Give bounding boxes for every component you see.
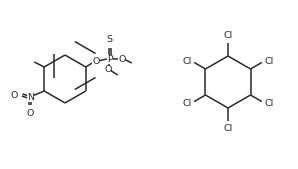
Text: S: S	[107, 35, 113, 44]
Text: Cl: Cl	[182, 56, 192, 66]
Text: Cl: Cl	[224, 124, 233, 133]
Text: O: O	[118, 54, 125, 64]
Text: P: P	[107, 54, 113, 64]
Text: Cl: Cl	[224, 31, 233, 40]
Text: O: O	[27, 109, 34, 118]
Text: O: O	[92, 56, 100, 66]
Text: O: O	[104, 66, 111, 75]
Text: Cl: Cl	[182, 99, 192, 107]
Text: N: N	[27, 92, 34, 102]
Text: Cl: Cl	[264, 99, 274, 107]
Text: Cl: Cl	[264, 56, 274, 66]
Text: O: O	[11, 91, 18, 100]
